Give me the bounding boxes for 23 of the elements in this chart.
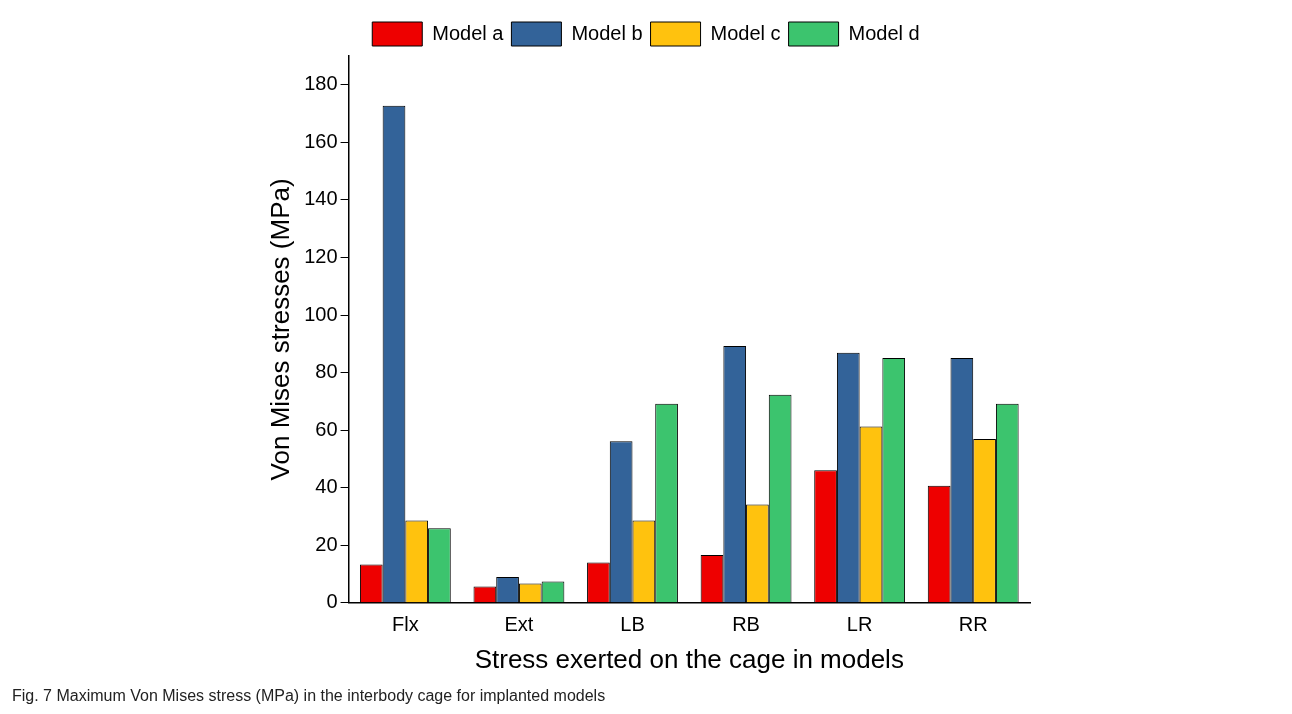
x-axis-title: Stress exerted on the cage in models — [474, 643, 904, 674]
y-axis-title: Von Mises stresses (MPa) — [264, 178, 295, 481]
x-tick-label: RB — [732, 613, 760, 636]
y-tick-label: 20 — [315, 532, 338, 555]
y-tick-label: 100 — [304, 302, 338, 325]
caption: Fig. 7 Maximum Von Mises stress (MPa) in the interbody cage for implanted models — [12, 687, 606, 705]
y-tick-label: 80 — [315, 360, 338, 383]
y-tick-label: 140 — [304, 187, 338, 210]
legend-label: Model c — [710, 21, 781, 44]
x-tick-label: LR — [846, 613, 873, 636]
legend-label: Model b — [571, 21, 643, 44]
y-tick-label: 120 — [304, 244, 338, 267]
x-tick-label: Ext — [504, 613, 534, 636]
x-tick-label: LB — [620, 613, 645, 636]
y-tick-label: 180 — [304, 72, 338, 95]
x-tick-label: Flx — [392, 613, 419, 636]
legend-label: Model a — [432, 21, 505, 44]
legend-label: Model d — [848, 21, 920, 44]
x-tick-label: RR — [958, 613, 988, 636]
y-tick-label: 0 — [326, 590, 338, 613]
y-tick-label: 160 — [304, 129, 338, 152]
y-tick-label: 40 — [315, 475, 338, 498]
y-tick-label: 60 — [315, 417, 338, 440]
